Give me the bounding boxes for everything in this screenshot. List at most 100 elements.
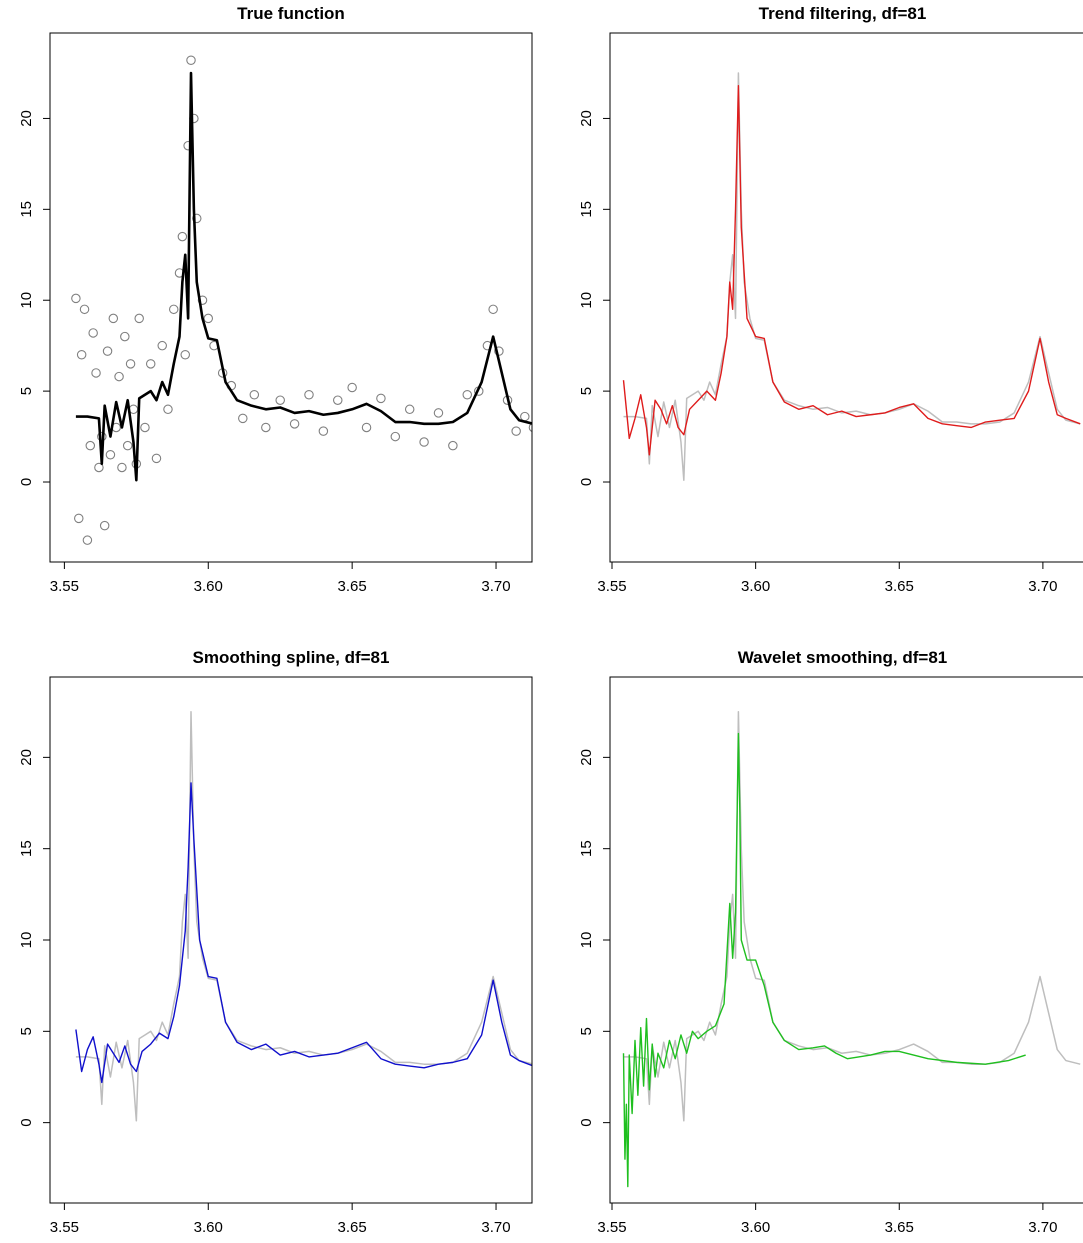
y-tick-label: 20 [18, 749, 35, 766]
data-line [623, 72, 1081, 481]
plot-area [622, 710, 1081, 1188]
data-point [520, 411, 530, 422]
data-point [114, 371, 124, 382]
x-tick-label: 3.65 [338, 578, 367, 595]
x-tick-label: 3.65 [885, 1219, 914, 1236]
x-tick-label: 3.70 [1028, 578, 1057, 595]
y-tick-label: 5 [578, 1027, 595, 1035]
data-point [304, 390, 314, 400]
data-point [249, 390, 260, 400]
y-tick-label: 0 [578, 1118, 595, 1126]
panel: Smoothing spline, df=81 3.55 3.60 3.65 3.70 0… [18, 648, 533, 1236]
y-tick-label: 10 [18, 292, 35, 309]
panel-title: Trend filtering, df=81 [759, 4, 927, 23]
data-point [203, 313, 214, 324]
data-point [102, 346, 113, 356]
data-point [192, 213, 202, 224]
data-point [125, 359, 136, 369]
x-tick-label: 3.55 [597, 578, 626, 595]
data-point [122, 440, 133, 451]
x-tick-label: 3.60 [194, 1219, 223, 1236]
y-tick-label: 15 [578, 840, 595, 857]
panel-title: True function [237, 4, 345, 23]
data-point [91, 368, 101, 378]
x-tick-label: 3.55 [597, 1219, 626, 1236]
data-point [74, 513, 84, 524]
data-line [622, 85, 1081, 456]
data-point [151, 453, 162, 464]
data-line [75, 71, 532, 482]
y-tick-label: 20 [578, 110, 595, 127]
plot-area [71, 55, 532, 545]
plot-frame [609, 676, 1083, 1204]
data-point [448, 440, 458, 451]
data-line [75, 782, 532, 1084]
data-point [528, 422, 532, 433]
data-point [88, 328, 98, 338]
data-point [168, 304, 179, 315]
data-point [177, 231, 188, 242]
data-point [318, 426, 329, 436]
data-point [261, 422, 271, 433]
data-point [79, 304, 90, 315]
data-point [197, 295, 208, 305]
x-tick-label: 3.60 [741, 1219, 770, 1236]
data-point [511, 426, 521, 436]
y-tick-label: 0 [18, 1118, 35, 1126]
data-point [275, 395, 285, 405]
x-tick-label: 3.60 [194, 578, 223, 595]
data-point [117, 462, 127, 473]
x-tick-label: 3.70 [1028, 1219, 1057, 1236]
data-point [390, 431, 401, 442]
data-point [163, 404, 173, 415]
data-point [157, 340, 167, 351]
data-point [347, 382, 357, 393]
data-point [404, 404, 415, 415]
y-tick-label: 5 [578, 387, 595, 395]
data-point [376, 393, 386, 404]
data-line [75, 710, 532, 1122]
panel: Wavelet smoothing, df=81 3.55 3.60 3.65 3.70… [578, 648, 1083, 1236]
y-tick-label: 10 [18, 932, 35, 949]
x-tick-label: 3.70 [481, 1219, 510, 1236]
data-point [433, 408, 444, 418]
x-tick-label: 3.55 [50, 578, 79, 595]
x-tick-label: 3.65 [338, 1219, 367, 1236]
data-line [622, 732, 1026, 1188]
y-tick-label: 0 [18, 478, 35, 486]
panel: True function 3.55 3.60 3.65 3.70 0 5 10 15 20 [18, 4, 533, 595]
y-tick-label: 10 [578, 932, 595, 949]
data-point [71, 293, 81, 304]
data-point [238, 413, 248, 424]
y-tick-label: 5 [18, 387, 35, 395]
plot-frame [49, 676, 533, 1204]
data-point [462, 390, 473, 400]
y-tick-label: 20 [578, 749, 595, 766]
data-point [180, 350, 190, 360]
data-point [419, 437, 429, 447]
data-point [333, 395, 343, 405]
data-point [289, 419, 300, 429]
y-tick-label: 5 [18, 1027, 35, 1035]
data-point [361, 422, 372, 433]
data-point [99, 520, 110, 531]
x-tick-label: 3.55 [50, 1219, 79, 1236]
y-tick-label: 15 [18, 840, 35, 857]
plot-area [75, 710, 532, 1122]
data-point [134, 313, 144, 324]
data-point [488, 304, 498, 315]
data-point [94, 462, 104, 473]
data-point [140, 422, 150, 433]
panel-title: Wavelet smoothing, df=81 [738, 648, 948, 667]
plot-area [622, 72, 1081, 481]
x-tick-label: 3.70 [481, 578, 510, 595]
y-tick-label: 15 [578, 201, 595, 218]
y-tick-label: 15 [18, 201, 35, 218]
data-point [76, 350, 87, 360]
y-tick-label: 0 [578, 478, 595, 486]
y-tick-label: 20 [18, 110, 35, 127]
x-tick-label: 3.60 [741, 578, 770, 595]
y-tick-label: 10 [578, 292, 595, 309]
x-tick-label: 3.65 [885, 578, 914, 595]
